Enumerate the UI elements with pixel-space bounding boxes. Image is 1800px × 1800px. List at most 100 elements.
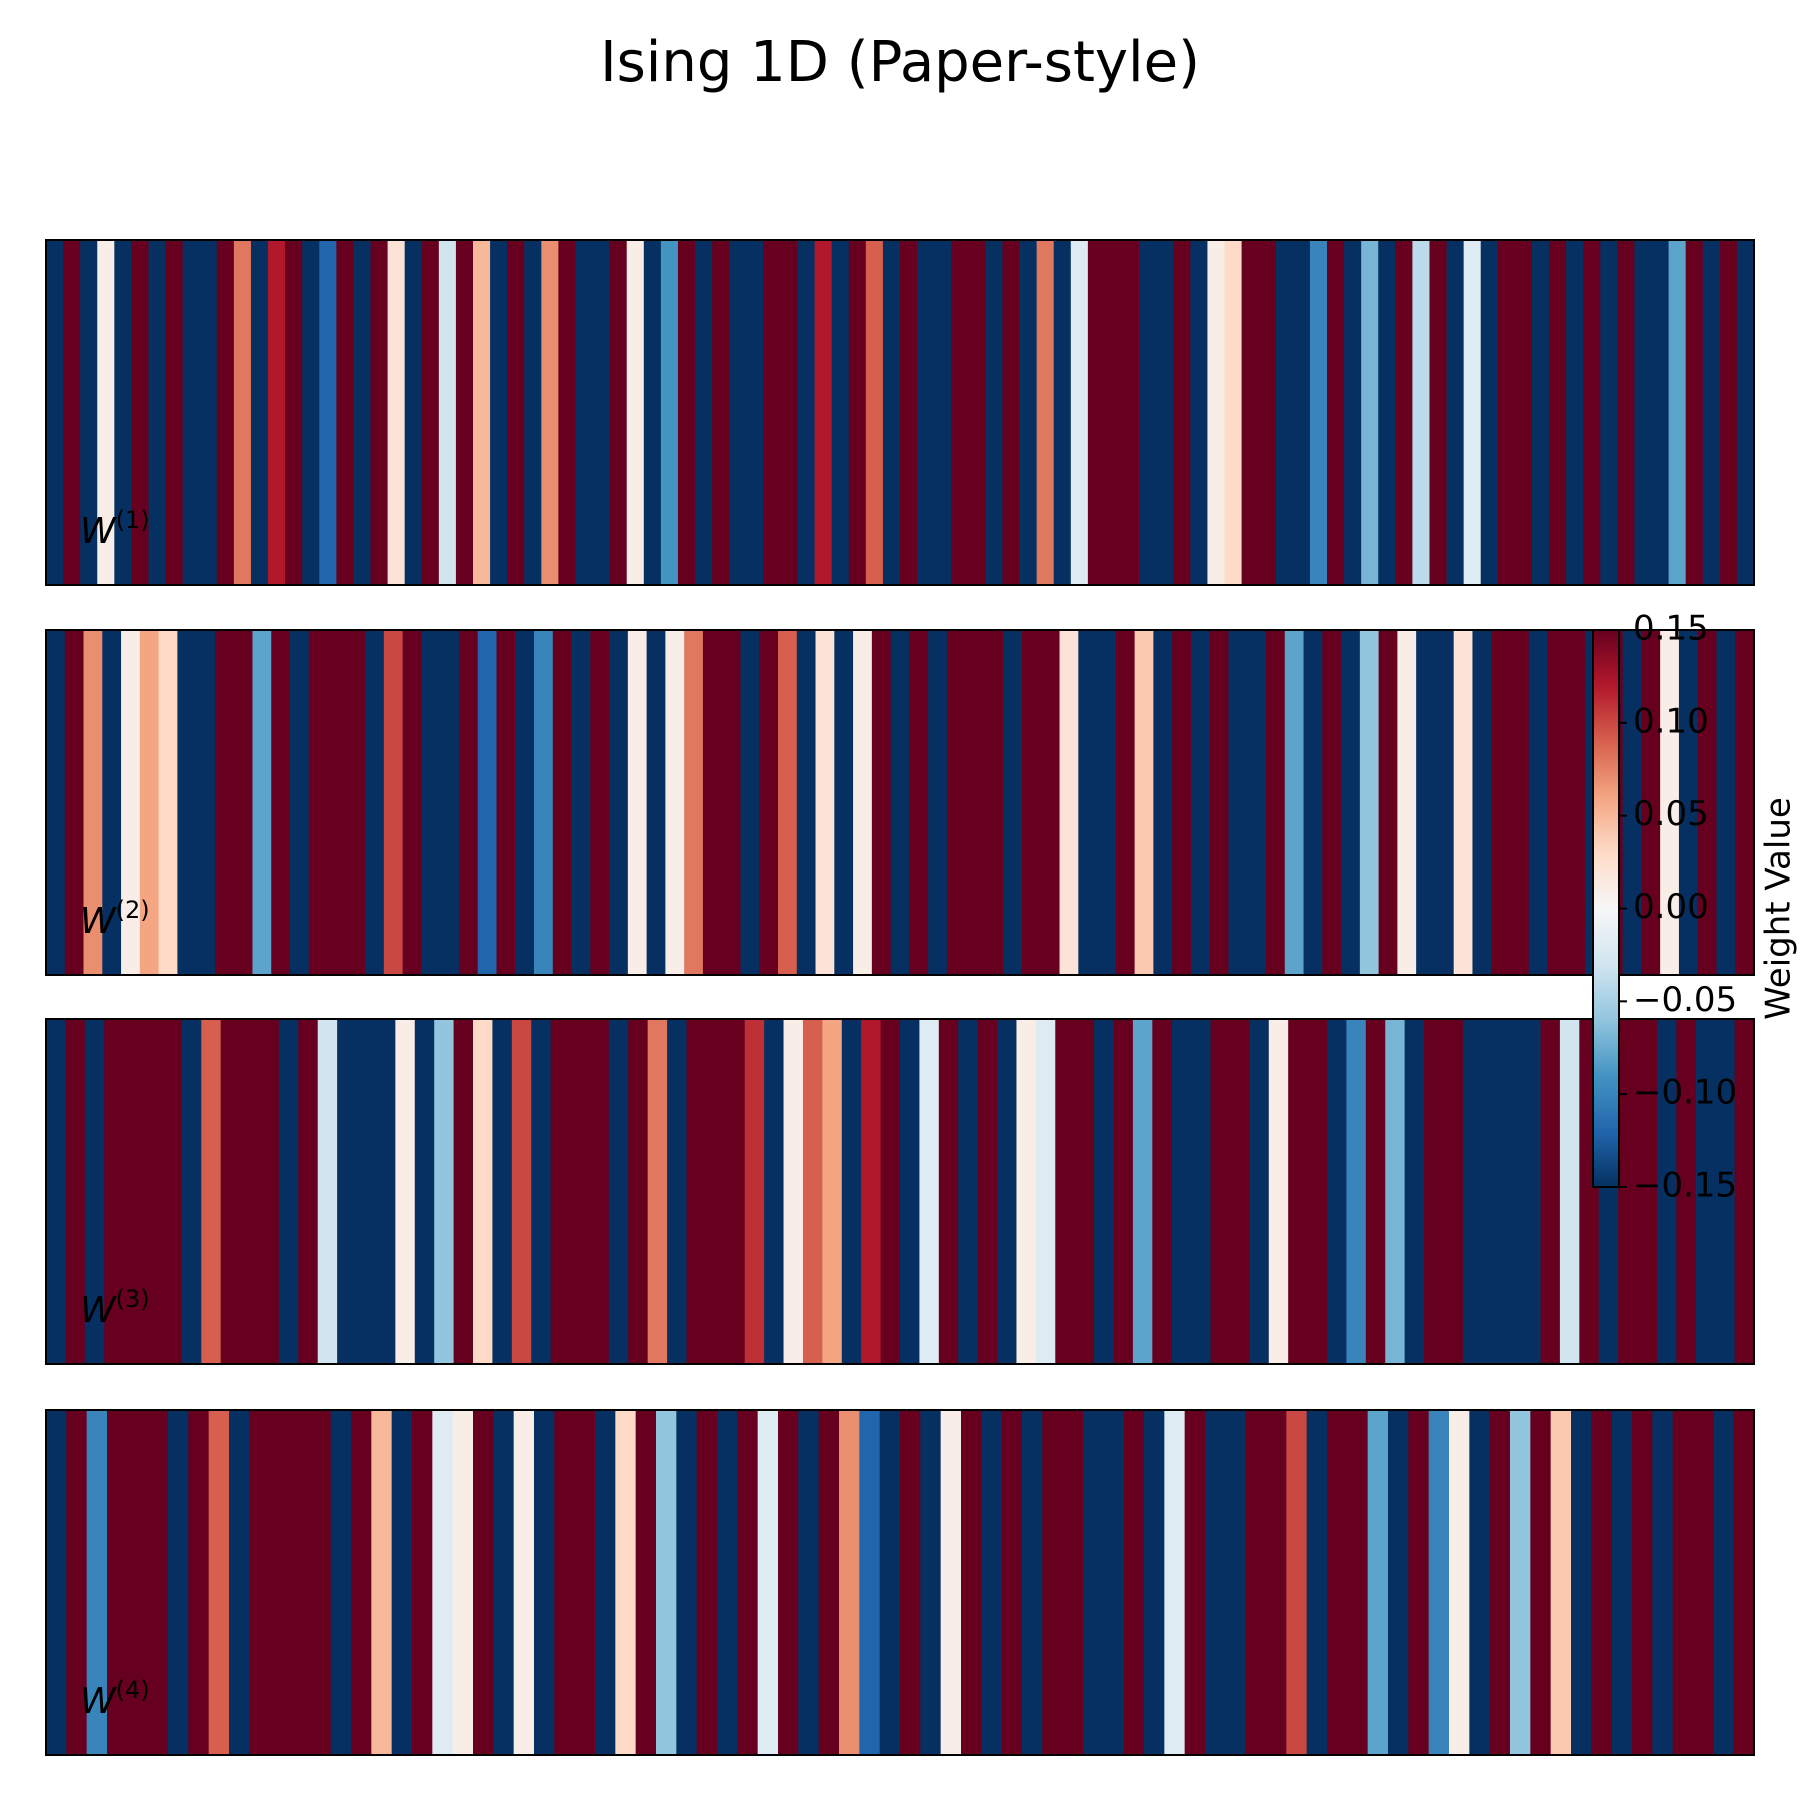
- heat-cell: [1347, 1410, 1369, 1755]
- heat-cell: [1378, 240, 1396, 585]
- heat-cell: [147, 1410, 169, 1755]
- heat-cell: [1123, 1410, 1145, 1755]
- heat-cell: [1016, 1019, 1037, 1364]
- heat-cell: [1695, 1019, 1716, 1364]
- heat-cell: [104, 1019, 125, 1364]
- heat-cell: [395, 1019, 416, 1364]
- heat-cell: [196, 630, 216, 975]
- heat-cell: [1641, 630, 1661, 975]
- heat-cell: [797, 240, 816, 585]
- heat-cell: [985, 240, 1004, 585]
- heat-cell: [1247, 630, 1267, 975]
- heat-cell: [802, 1019, 823, 1364]
- heat-cell: [909, 630, 929, 975]
- heat-cell: [660, 240, 679, 585]
- heat-cell: [391, 1410, 413, 1755]
- heat-cell: [917, 240, 935, 585]
- heat-cell: [1716, 630, 1736, 975]
- panel-label-base: W: [80, 901, 117, 942]
- heat-cell: [859, 1410, 881, 1755]
- panel-label: W(2): [80, 896, 150, 942]
- heat-cell: [919, 1019, 940, 1364]
- heat-cell: [890, 630, 910, 975]
- heat-cell: [511, 1019, 532, 1364]
- heat-cell: [46, 240, 64, 585]
- heat-cell: [1190, 240, 1209, 585]
- heat-cell: [162, 1019, 183, 1364]
- heat-cell: [455, 240, 474, 585]
- heat-cell: [285, 240, 303, 585]
- heat-cell: [353, 240, 372, 585]
- heat-cell: [1428, 1410, 1450, 1755]
- heat-cell: [139, 630, 160, 975]
- heat-cell: [356, 1019, 377, 1364]
- heat-cell: [208, 1410, 230, 1755]
- heat-cell: [473, 1410, 494, 1755]
- heat-cell: [757, 1410, 779, 1755]
- panel-label-sup: (1): [116, 506, 150, 534]
- heat-cell: [900, 240, 918, 585]
- heat-cell: [686, 1019, 707, 1364]
- heat-cell: [928, 630, 948, 975]
- colorbar-tick-label: −0.10: [1633, 1073, 1737, 1113]
- heat-cell: [1258, 240, 1277, 585]
- heat-cell: [1115, 630, 1136, 975]
- heat-cell: [64, 630, 85, 975]
- heat-cell: [940, 1410, 962, 1755]
- panel-frame: [45, 1018, 1755, 1365]
- panel-label: W(3): [80, 1285, 150, 1331]
- heat-cell: [1385, 1019, 1406, 1364]
- heat-cell: [229, 1410, 250, 1755]
- heat-cell: [968, 240, 986, 585]
- heat-cell: [1303, 630, 1323, 975]
- heat-cell: [677, 240, 696, 585]
- heat-cell: [375, 1019, 396, 1364]
- heat-cell: [1408, 1410, 1430, 1755]
- heat-cell: [188, 1410, 210, 1755]
- heat-cell: [796, 630, 817, 975]
- heat-cell: [763, 240, 782, 585]
- heat-cell: [1378, 630, 1398, 975]
- heat-cell: [1152, 1019, 1173, 1364]
- heat-cell: [1514, 240, 1533, 585]
- heat-cell: [1388, 1410, 1409, 1755]
- colorbar-label: Weight Value: [1759, 797, 1799, 1020]
- heat-cell: [1074, 1019, 1095, 1364]
- heat-cell: [705, 1019, 726, 1364]
- heat-cell: [330, 1410, 352, 1755]
- colorbar-tick-label: −0.05: [1633, 980, 1737, 1020]
- heat-cell: [319, 240, 337, 585]
- heat-cell: [252, 630, 272, 975]
- heat-cell: [1566, 630, 1586, 975]
- heat-cell: [1497, 240, 1516, 585]
- heat-cell: [259, 1019, 280, 1364]
- heat-cell: [65, 1019, 86, 1364]
- heat-cell: [46, 630, 66, 975]
- heat-cell: [1083, 1410, 1104, 1755]
- heat-cell: [496, 630, 516, 975]
- heat-cell: [165, 240, 184, 585]
- heat-cell: [199, 240, 218, 585]
- heat-cell: [1284, 630, 1305, 975]
- heat-cell: [121, 630, 141, 975]
- heat-cell: [871, 630, 892, 975]
- heat-cell: [778, 630, 798, 975]
- heat-cell: [879, 1410, 901, 1755]
- heat-cell: [1672, 1410, 1694, 1755]
- heat-cell: [513, 1410, 535, 1755]
- heat-cell: [1209, 630, 1230, 975]
- heat-cell: [1171, 1019, 1192, 1364]
- heat-cell: [609, 630, 629, 975]
- heat-cell: [1611, 1410, 1633, 1755]
- heat-cell: [900, 1019, 921, 1364]
- heat-cell: [558, 240, 577, 585]
- heat-cell: [1480, 240, 1499, 585]
- heat-cell: [822, 1019, 843, 1364]
- heat-cell: [182, 240, 201, 585]
- heat-cell: [131, 240, 150, 585]
- heat-cell: [1668, 240, 1687, 585]
- heat-cell: [240, 1019, 261, 1364]
- heat-cell: [233, 630, 254, 975]
- heat-cell: [1429, 240, 1448, 585]
